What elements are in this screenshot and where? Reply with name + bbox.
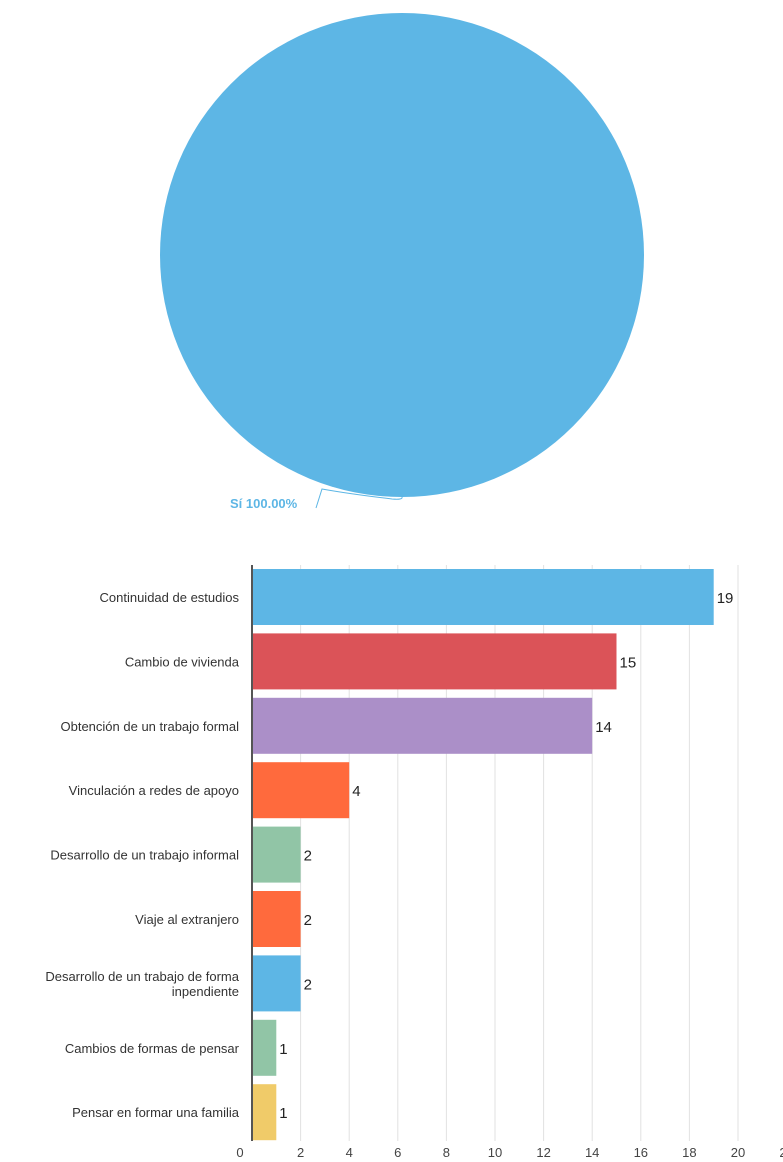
- x-tick-label: 20: [731, 1145, 745, 1160]
- value-label: 4: [352, 783, 360, 800]
- bar[interactable]: [252, 1019, 277, 1076]
- category-labels: Continuidad de estudios Cambio de viviend…: [45, 590, 239, 1120]
- value-label: 2: [304, 848, 312, 865]
- category-label: Vinculación a redes de apoyo: [69, 783, 239, 798]
- x-tick-label: 12: [536, 1145, 550, 1160]
- x-tick-label: 4: [346, 1145, 353, 1160]
- x-tick-label: 6: [394, 1145, 401, 1160]
- category-label: Cambio de vivienda: [125, 654, 240, 669]
- bar[interactable]: [252, 826, 301, 883]
- bar[interactable]: [252, 955, 301, 1012]
- bar[interactable]: [252, 633, 617, 690]
- x-tick-label: 2: [297, 1145, 304, 1160]
- x-tick-label: 0: [236, 1145, 243, 1160]
- value-label: 1: [279, 1041, 287, 1058]
- value-label: 15: [620, 654, 637, 671]
- bar[interactable]: [252, 569, 714, 625]
- pie-chart: Sí 100.00%: [160, 13, 644, 511]
- category-label: Continuidad de estudios: [100, 590, 240, 605]
- value-label: 19: [717, 590, 734, 607]
- x-tick-label: 22: [779, 1145, 783, 1160]
- value-label: 2: [304, 912, 312, 929]
- x-tick-labels: 0 2 4 6 8 10 12 14 16 18 20 22: [236, 1145, 783, 1160]
- pie-slice-label: Sí 100.00%: [230, 496, 298, 511]
- pie-slice-si[interactable]: [160, 13, 644, 497]
- x-tick-label: 10: [488, 1145, 502, 1160]
- x-tick-label: 14: [585, 1145, 599, 1160]
- category-label: Desarrollo de un trabajo de forma inpendi…: [45, 969, 239, 999]
- value-label: 2: [304, 976, 312, 993]
- category-label: Pensar en formar una familia: [72, 1105, 240, 1120]
- bar[interactable]: [252, 891, 301, 947]
- value-labels: 19 15 14 4 2 2 2 1 1: [279, 590, 733, 1122]
- x-tick-label: 8: [443, 1145, 450, 1160]
- bar[interactable]: [252, 1084, 277, 1141]
- bars: [252, 569, 714, 1141]
- value-label: 1: [279, 1105, 287, 1122]
- x-tick-label: 16: [634, 1145, 648, 1160]
- category-label: Cambios de formas de pensar: [65, 1041, 240, 1056]
- bar[interactable]: [252, 762, 350, 819]
- category-label: Desarrollo de un trabajo informal: [50, 848, 239, 863]
- category-label: Viaje al extranjero: [135, 912, 239, 927]
- x-tick-label: 18: [682, 1145, 696, 1160]
- bar-chart: Continuidad de estudios Cambio de viviend…: [45, 565, 783, 1160]
- category-label: Obtención de un trabajo formal: [61, 719, 240, 734]
- pie-label-leader: [315, 488, 403, 509]
- value-label: 14: [595, 719, 612, 736]
- bar[interactable]: [252, 697, 593, 754]
